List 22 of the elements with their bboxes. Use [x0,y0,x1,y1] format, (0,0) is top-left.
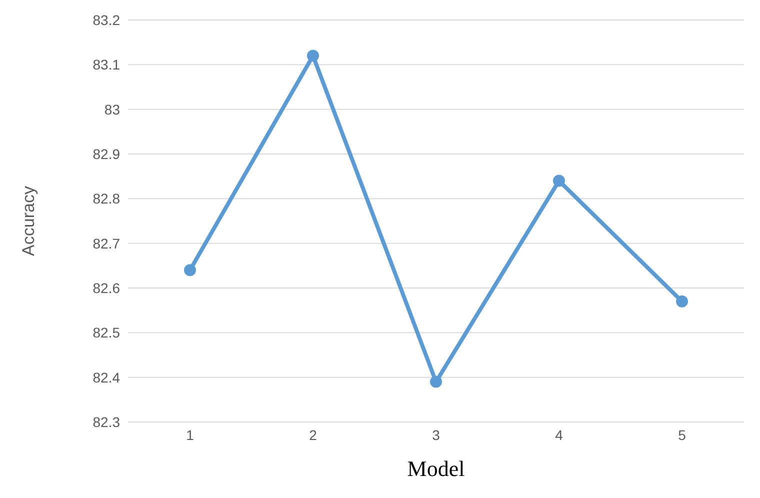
y-tick-label: 82.6 [92,280,120,296]
y-tick-label: 83 [104,101,120,118]
y-tick-label: 82.9 [92,146,120,162]
x-tick-label: 2 [309,426,318,443]
point [307,50,319,62]
point [676,295,688,308]
y-tick-label: 82.7 [92,235,120,252]
x-tick-label: 1 [186,426,194,443]
y-axis-title: Accuracy [19,186,38,256]
point [184,264,196,276]
x-tick-label: 5 [678,426,686,443]
x-tick-label: 4 [555,426,564,443]
x-tick-label: 3 [432,426,440,443]
point [553,174,565,187]
y-tick-label: 83.1 [92,56,120,73]
y-tick-label: 83.2 [92,12,120,28]
y-tick-label: 82.4 [92,369,120,386]
y-tick-label: 82.3 [92,414,120,430]
point [430,376,442,388]
y-tick-label: 82.8 [92,190,120,207]
x-axis-title: Model [407,456,465,481]
y-tick-label: 82.5 [92,324,120,341]
